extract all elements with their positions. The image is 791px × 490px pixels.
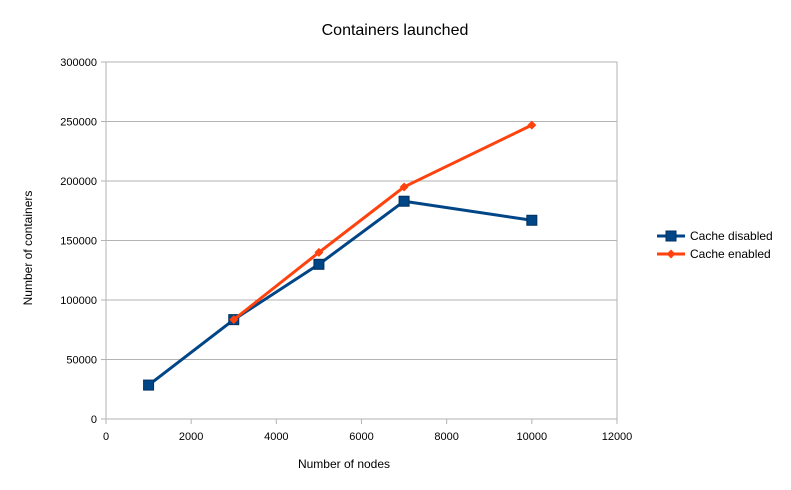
series-cache-disabled (143, 195, 538, 391)
data-point-cache-enabled (229, 315, 239, 325)
legend-item-cache-disabled: Cache disabled (657, 229, 773, 243)
x-tick-label: 6000 (349, 431, 373, 443)
axes: 0 50000 100000 150000 200000 250000 300000 0 200… (60, 57, 632, 443)
series-line-cache-enabled (232, 123, 534, 322)
x-tick-label: 8000 (434, 431, 458, 443)
x-tick-label: 2000 (179, 431, 203, 443)
series-cache-enabled (229, 120, 537, 325)
data-point-cache-enabled (527, 120, 537, 130)
data-point-cache-disabled (398, 195, 410, 207)
chart-title: Containers launched (322, 22, 469, 39)
legend-label: Cache enabled (690, 247, 771, 261)
data-series (143, 120, 538, 391)
data-point-cache-disabled (313, 258, 325, 270)
data-point-cache-enabled (399, 182, 409, 192)
y-tick-label: 300000 (60, 57, 97, 69)
y-tick-label: 100000 (60, 295, 97, 307)
y-tick-label: 50000 (66, 355, 97, 367)
x-tick-label: 0 (103, 431, 109, 443)
legend-label: Cache disabled (690, 229, 773, 243)
y-tick-label: 200000 (60, 176, 97, 188)
legend-marker (666, 249, 676, 259)
gridlines (106, 121, 617, 360)
y-tick-label: 150000 (60, 236, 97, 248)
y-axis-title: Number of containers (21, 191, 35, 306)
series-line-cache-disabled (147, 199, 534, 387)
data-point-cache-disabled (143, 379, 155, 391)
x-tick-label: 4000 (264, 431, 288, 443)
x-axis-title: Number of nodes (298, 457, 390, 471)
legend-marker (665, 230, 677, 242)
x-tick-label: 12000 (602, 431, 633, 443)
legend-item-cache-enabled: Cache enabled (657, 247, 771, 261)
data-point-cache-enabled (314, 247, 324, 257)
y-tick-label: 0 (91, 414, 97, 426)
y-tick-label: 250000 (60, 117, 97, 129)
data-point-cache-disabled (526, 214, 538, 226)
legend: Cache disabled Cache enabled (657, 229, 773, 261)
x-tick-label: 10000 (517, 431, 548, 443)
